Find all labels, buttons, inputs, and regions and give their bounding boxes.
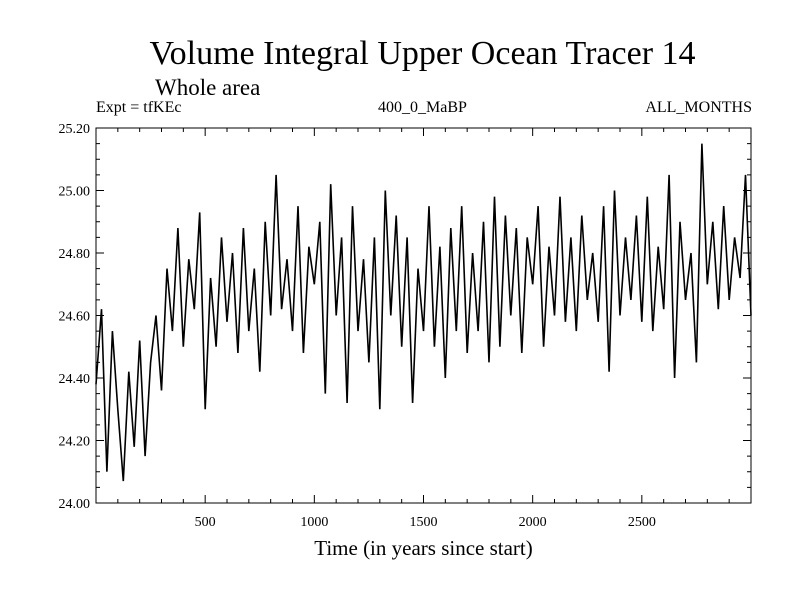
period-label: 400_0_MaBP [378,99,467,116]
y-tick-label: 24.20 [59,435,91,450]
series-group [95,143,752,482]
chart-subtitle: Whole area [155,75,261,100]
x-axis-label: Time (in years since start) [314,536,533,560]
y-tick-label: 25.20 [59,122,91,137]
y-tick-label: 24.60 [59,310,91,325]
axis-tick-labels: 500 1000 1500 2000 2500 24.00 24.20 24.40 24.60 2… [59,122,656,530]
x-tick-label: 2000 [519,515,547,530]
y-tick-label: 24.80 [59,247,91,262]
y-tick-label: 25.00 [59,185,91,200]
experiment-label: Expt = tfKEc [96,99,182,116]
y-tick-label: 24.40 [59,372,91,387]
x-tick-label: 500 [195,515,216,530]
series-line [95,143,752,482]
x-tick-label: 1000 [300,515,328,530]
x-tick-label: 1500 [410,515,438,530]
chart-title: Volume Integral Upper Ocean Tracer 14 [149,35,696,72]
months-label: ALL_MONTHS [645,99,752,116]
axis-ticks [96,127,751,504]
y-tick-label: 24.00 [59,497,91,512]
x-tick-label: 2500 [628,515,656,530]
